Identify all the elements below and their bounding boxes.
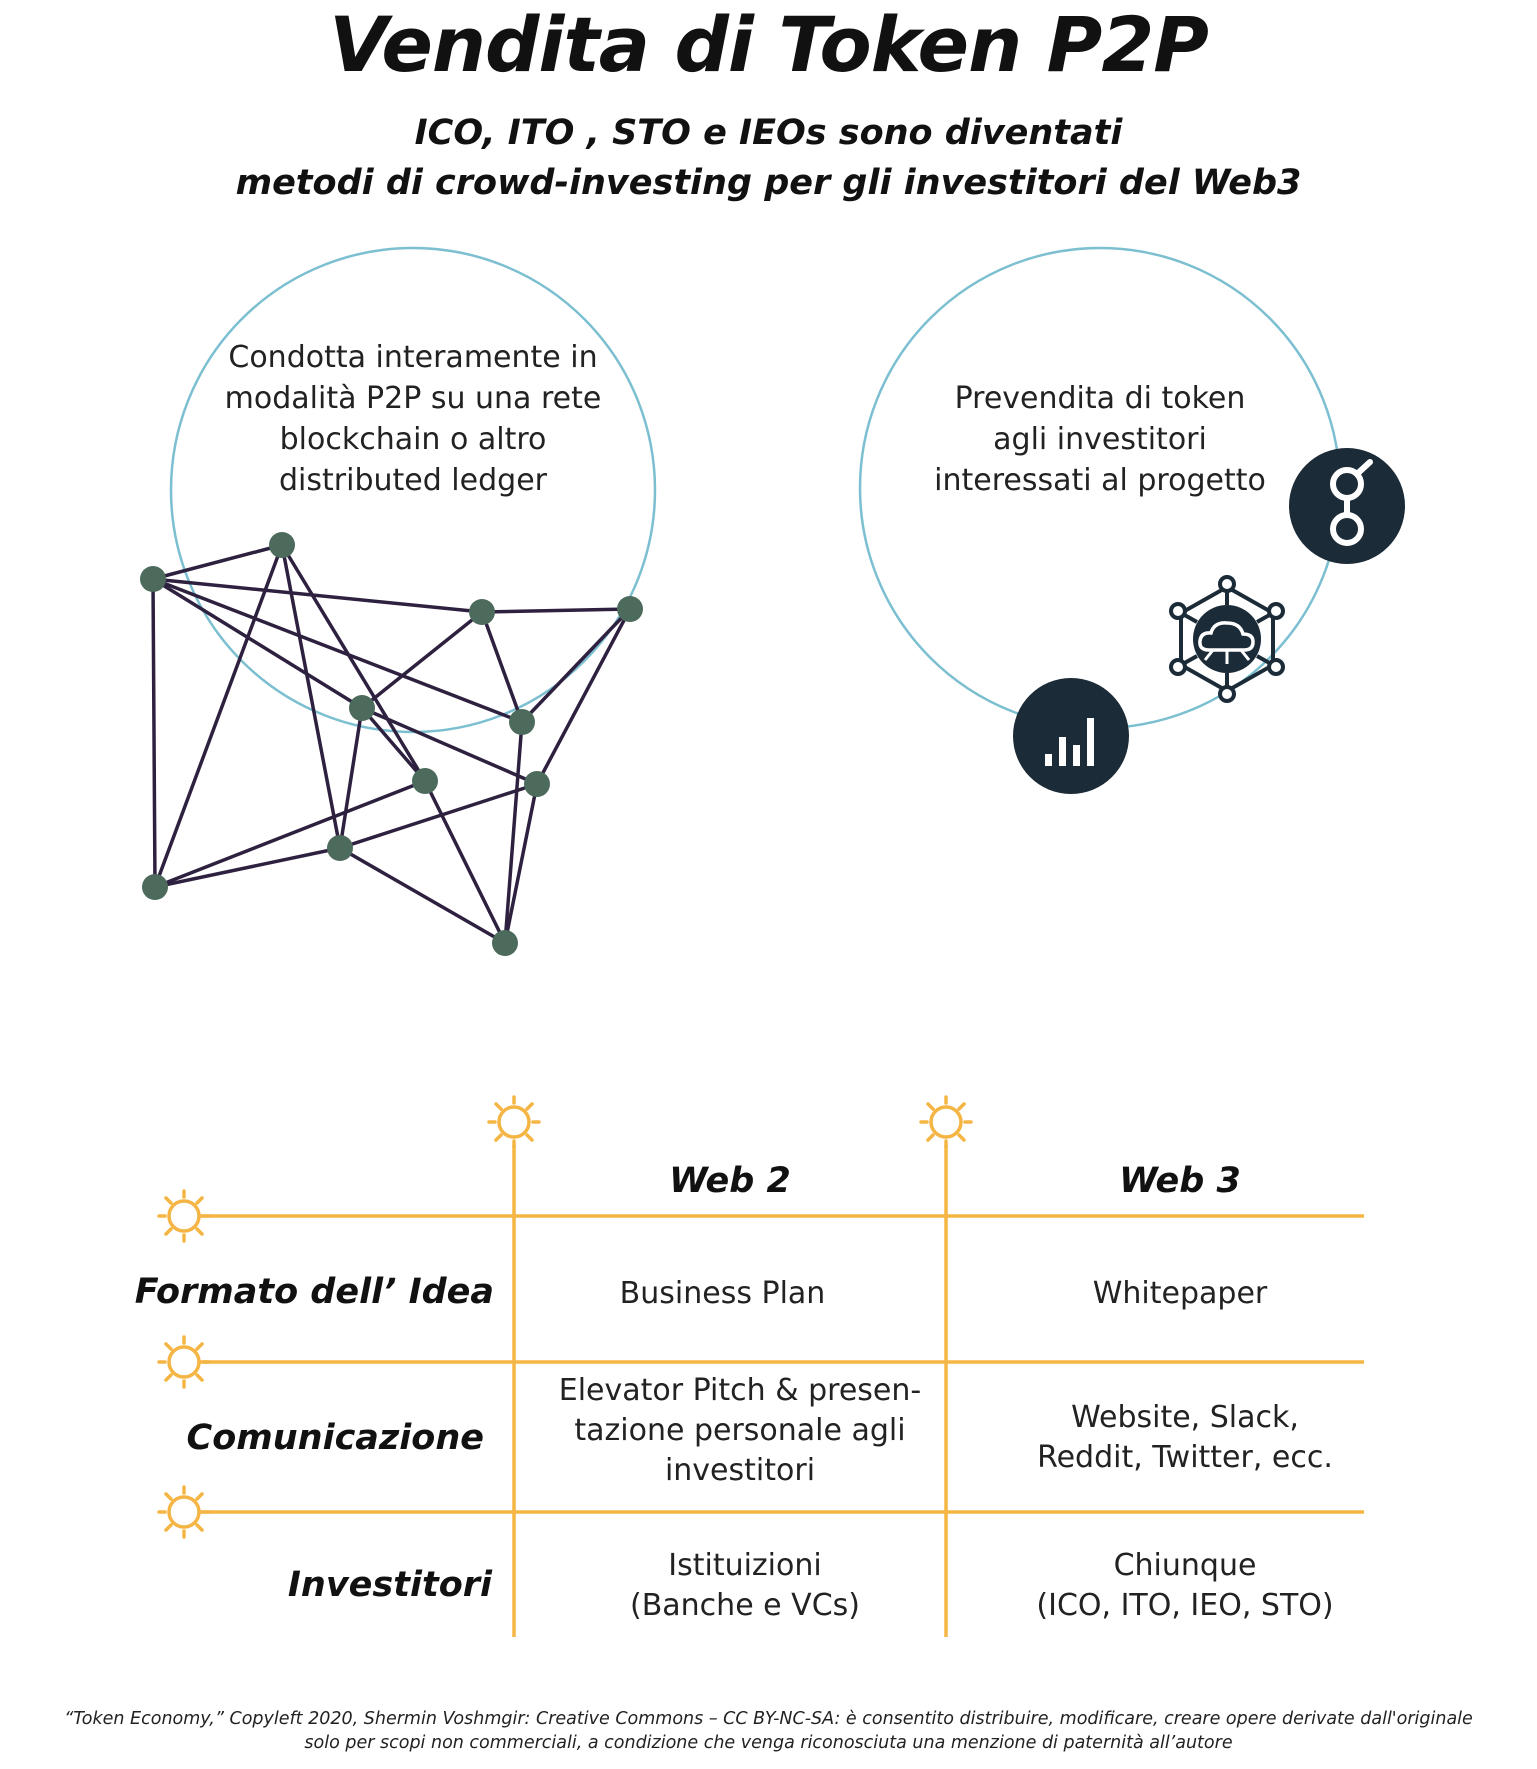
subtitle-line-1: ICO, ITO , STO e IEOs sono diventati [414, 113, 1123, 153]
cell-line: tazione personale agli [574, 1413, 906, 1448]
footer-credit-line-2: solo per scopi non commerciali, a condiz… [304, 1733, 1233, 1753]
footer-credit-line-1: “Token Economy,” Copyleft 2020, Shermin … [64, 1709, 1473, 1729]
right-circle-line: Prevendita di token [954, 381, 1246, 416]
row-header-formato: Formato dell’ Idea [134, 1272, 494, 1312]
left-circle-line: Condotta interamente in [228, 340, 598, 375]
cell-line: Reddit, Twitter, ecc. [1037, 1440, 1333, 1475]
cell-line: Whitepaper [1092, 1276, 1268, 1311]
cell-investitori-web2: Istituizioni (Banche e VCs) [545, 1546, 945, 1626]
bar-chart-icon [1013, 678, 1129, 794]
cell-line: (Banche e VCs) [630, 1588, 860, 1623]
cell-line: (ICO, ITO, IEO, STO) [1036, 1588, 1334, 1623]
page-title: Vendita di Token P2P [329, 0, 1209, 89]
cell-line: Business Plan [619, 1276, 826, 1311]
cell-line: Istituizioni [668, 1548, 822, 1583]
sun-icon [157, 1095, 973, 1539]
cloud-network-icon [1169, 575, 1285, 703]
cell-comunicazione-web2: Elevator Pitch & presen- tazione persona… [530, 1371, 950, 1491]
left-circle-line: modalità P2P su una rete [224, 381, 602, 416]
left-circle-text: Condotta interamente in modalità P2P su … [213, 337, 613, 501]
row-header-investitori: Investitori [287, 1565, 492, 1605]
column-header-web2: Web 2 [669, 1161, 791, 1201]
cell-comunicazione-web3: Website, Slack, Reddit, Twitter, ecc. [975, 1398, 1395, 1478]
row-header-comunicazione: Comunicazione [186, 1418, 484, 1458]
cell-line: Chiunque [1113, 1548, 1257, 1583]
glasses-token-icon [1289, 448, 1405, 564]
cell-line: investitori [664, 1453, 816, 1488]
network-graph-icon [151, 543, 632, 945]
left-circle-line: blockchain o altro [279, 422, 547, 457]
cell-investitori-web3: Chiunque (ICO, ITO, IEO, STO) [975, 1546, 1395, 1626]
right-circle-line: agli investitori [993, 422, 1207, 457]
right-circle-text: Prevendita di token agli investitori int… [910, 378, 1290, 501]
cell-formato-web3: Whitepaper [975, 1274, 1385, 1314]
right-circle-line: interessati al progetto [934, 463, 1266, 498]
column-header-web3: Web 3 [1119, 1161, 1241, 1201]
cell-line: Website, Slack, [1071, 1400, 1299, 1435]
left-circle-line: distributed ledger [279, 463, 547, 498]
cell-line: Elevator Pitch & presen- [558, 1373, 922, 1408]
subtitle-line-2: metodi di crowd-investing per gli invest… [235, 163, 1302, 203]
table-grid [197, 1145, 1364, 1637]
network-nodes [140, 532, 643, 956]
cell-formato-web2: Business Plan [530, 1274, 915, 1314]
